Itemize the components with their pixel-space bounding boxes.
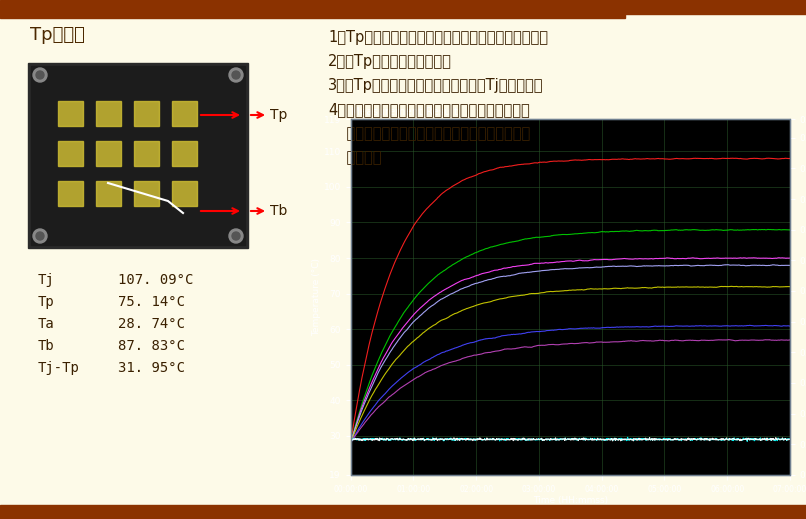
Circle shape	[33, 68, 47, 82]
Circle shape	[229, 68, 243, 82]
Text: Measurement Result: Measurement Result	[351, 107, 458, 117]
Text: 107. 09°C: 107. 09°C	[118, 273, 193, 287]
Text: 75. 14°C: 75. 14°C	[118, 295, 185, 309]
Text: 87. 83°C: 87. 83°C	[118, 339, 185, 353]
Text: 4，在设计阶段没有真实地测试结温，在已经投入了: 4，在设计阶段没有真实地测试结温，在已经投入了	[328, 102, 530, 117]
Bar	[0, 0, 625, 18]
Bar	[58, 181, 83, 206]
Text: 3，用Tp点测得的温度加上固定值推算Tj误差很大；: 3，用Tp点测得的温度加上固定值推算Tj误差很大；	[328, 78, 543, 93]
Text: 31. 95°C: 31. 95°C	[118, 361, 185, 375]
Bar	[134, 181, 159, 206]
Text: 生产之后再测，可能会给企业带来时间和经测上: 生产之后再测，可能会给企业带来时间和经测上	[328, 126, 530, 141]
Text: 1，Tp点位置明显不合理，离热源太远，不具代表性；: 1，Tp点位置明显不合理，离热源太远，不具代表性；	[328, 30, 548, 45]
Text: Ta: Ta	[38, 317, 55, 331]
Bar	[96, 101, 121, 126]
Bar	[31, 66, 245, 245]
Text: Tp: Tp	[38, 295, 55, 309]
Circle shape	[232, 71, 240, 79]
Text: 2，对Tp点作用的认识模糊；: 2，对Tp点作用的认识模糊；	[328, 54, 452, 69]
Bar	[58, 101, 83, 126]
Circle shape	[229, 229, 243, 243]
Bar	[0, 505, 806, 519]
Bar	[134, 101, 159, 126]
Text: Tp点应用: Tp点应用	[30, 26, 85, 44]
Bar	[58, 141, 83, 166]
Bar	[172, 181, 197, 206]
Circle shape	[36, 232, 44, 240]
Bar	[96, 181, 121, 206]
Bar	[625, 0, 806, 14]
Bar	[28, 63, 248, 248]
Bar	[134, 141, 159, 166]
X-axis label: Time (HH:mmss): Time (HH:mmss)	[533, 496, 608, 506]
Circle shape	[232, 232, 240, 240]
Bar	[96, 141, 121, 166]
Text: 的损失。: 的损失。	[328, 150, 381, 165]
Circle shape	[36, 71, 44, 79]
Text: Tb: Tb	[38, 339, 55, 353]
Text: Tj-Tp: Tj-Tp	[38, 361, 80, 375]
Bar	[351, 119, 790, 475]
Circle shape	[33, 229, 47, 243]
Text: Tj: Tj	[38, 273, 55, 287]
Bar	[172, 101, 197, 126]
Text: 28. 74°C: 28. 74°C	[118, 317, 185, 331]
Bar	[172, 141, 197, 166]
Text: Tp: Tp	[270, 108, 288, 122]
Text: Tb: Tb	[270, 204, 288, 218]
Y-axis label: Temperature (°C): Temperature (°C)	[312, 258, 321, 336]
